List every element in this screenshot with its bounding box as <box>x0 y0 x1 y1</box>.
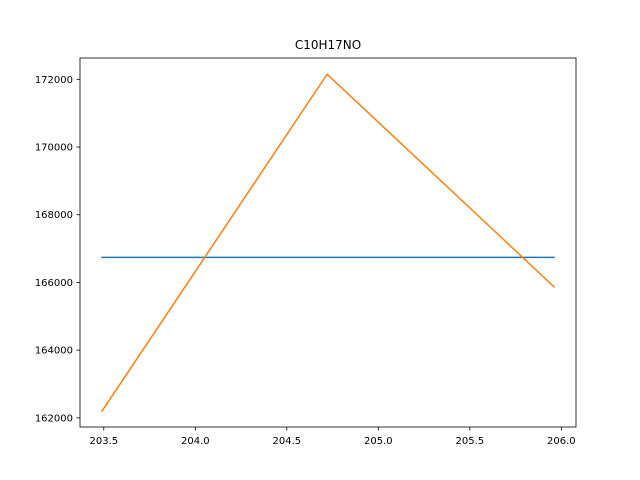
chart-title: C10H17NO <box>295 38 361 52</box>
y-tick-label: 166000 <box>35 278 73 289</box>
y-tick-label: 172000 <box>35 75 73 86</box>
y-tick-label: 164000 <box>35 346 73 357</box>
series-layer <box>100 73 556 413</box>
x-tick-label: 204.5 <box>272 436 301 447</box>
x-tick-label: 205.0 <box>364 436 393 447</box>
x-tick-label: 206.0 <box>547 436 576 447</box>
series-line-2 <box>100 73 556 413</box>
x-tick-label: 204.0 <box>181 436 210 447</box>
x-tick-label: 203.5 <box>89 436 118 447</box>
x-tick-label: 205.5 <box>456 436 485 447</box>
plot-frame <box>79 57 577 428</box>
y-tick-label: 168000 <box>35 210 73 221</box>
y-tick-label: 162000 <box>35 413 73 424</box>
y-tick-label: 170000 <box>35 143 73 154</box>
axis-layer: 203.5 204.0 204.5 205.0 205.5 206.0 162000 1640… <box>35 57 577 447</box>
